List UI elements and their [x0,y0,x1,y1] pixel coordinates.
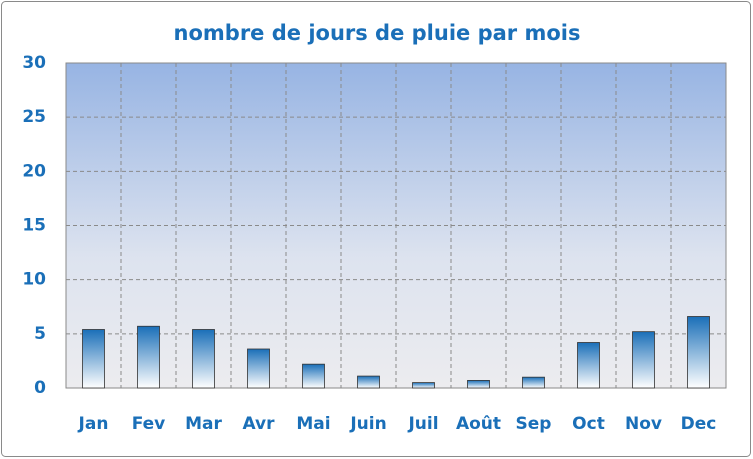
y-tick-label: 0 [34,378,46,398]
bar [192,329,215,389]
x-tick-label: Août [456,414,501,434]
y-tick-label: 15 [22,216,46,236]
x-tick-label: Jan [78,414,109,434]
bar [412,382,435,389]
y-tick-label: 20 [22,161,46,181]
x-tick-label: Juin [349,414,386,434]
x-tick-label: Oct [572,414,605,434]
bar [577,342,600,389]
bar [357,375,380,389]
x-tick-label: Juil [407,414,438,434]
x-tick-label: Nov [625,414,662,434]
bar [247,348,270,389]
chart-title: nombre de jours de pluie par mois [174,21,581,45]
x-tick-label: Dec [681,414,717,434]
y-tick-label: 10 [22,270,46,290]
bar [632,331,655,389]
y-tick-label: 25 [22,107,46,127]
x-tick-label: Sep [516,414,552,434]
bar [467,380,490,389]
bar [302,363,325,389]
x-tick-label: Avr [242,414,275,434]
bar [137,325,160,389]
x-tick-label: Fev [132,414,166,434]
bar [522,376,545,389]
y-tick-label: 5 [34,324,46,344]
bar [82,329,105,389]
bar [687,316,710,389]
x-tick-label: Mai [296,414,330,434]
y-tick-label: 30 [22,53,46,73]
x-tick-label: Mar [185,414,222,434]
